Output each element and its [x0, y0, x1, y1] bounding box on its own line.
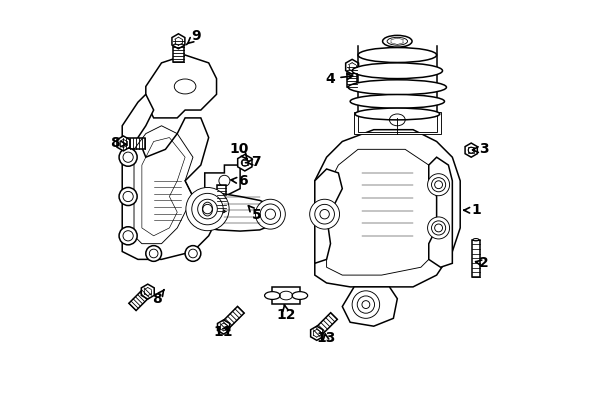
Ellipse shape	[382, 35, 412, 47]
Text: 9: 9	[187, 29, 201, 44]
Circle shape	[203, 204, 212, 214]
Circle shape	[119, 148, 137, 166]
Polygon shape	[122, 94, 224, 259]
Ellipse shape	[348, 80, 447, 95]
Polygon shape	[196, 191, 276, 231]
Polygon shape	[217, 185, 227, 211]
Circle shape	[431, 178, 445, 192]
Ellipse shape	[358, 48, 436, 62]
Circle shape	[219, 175, 230, 186]
Polygon shape	[173, 39, 184, 62]
Circle shape	[186, 187, 229, 231]
Polygon shape	[146, 55, 216, 118]
Ellipse shape	[175, 79, 196, 94]
Circle shape	[320, 209, 329, 219]
Text: 8: 8	[110, 136, 127, 151]
Text: 12: 12	[277, 305, 296, 322]
Text: 1: 1	[464, 203, 481, 217]
Polygon shape	[238, 154, 252, 171]
Text: 3: 3	[473, 142, 488, 156]
Polygon shape	[429, 157, 452, 267]
Circle shape	[185, 246, 201, 261]
Polygon shape	[472, 240, 480, 277]
Polygon shape	[129, 286, 153, 310]
Circle shape	[146, 246, 162, 261]
Circle shape	[315, 204, 335, 224]
Text: 11: 11	[214, 325, 233, 339]
Text: 4: 4	[325, 72, 353, 86]
Ellipse shape	[218, 210, 225, 213]
Circle shape	[119, 227, 137, 245]
Ellipse shape	[355, 108, 440, 120]
Polygon shape	[312, 313, 338, 338]
Polygon shape	[141, 284, 155, 299]
Circle shape	[431, 221, 445, 235]
Circle shape	[435, 224, 442, 232]
Circle shape	[310, 199, 339, 229]
Polygon shape	[219, 307, 244, 332]
Ellipse shape	[473, 239, 479, 241]
Circle shape	[357, 296, 375, 313]
Polygon shape	[315, 130, 460, 287]
Text: 5: 5	[248, 206, 262, 222]
Polygon shape	[315, 169, 342, 263]
Polygon shape	[347, 64, 357, 87]
Polygon shape	[465, 143, 478, 157]
Circle shape	[260, 204, 281, 224]
Circle shape	[428, 217, 450, 239]
Circle shape	[198, 199, 218, 219]
Ellipse shape	[352, 63, 442, 79]
Circle shape	[362, 301, 370, 309]
Ellipse shape	[292, 292, 308, 299]
Circle shape	[435, 181, 442, 189]
Ellipse shape	[265, 292, 280, 299]
Polygon shape	[205, 165, 240, 196]
Circle shape	[265, 209, 276, 219]
Circle shape	[119, 187, 137, 206]
Polygon shape	[311, 326, 323, 340]
Polygon shape	[218, 320, 230, 334]
Polygon shape	[117, 136, 130, 151]
Circle shape	[256, 199, 285, 229]
Text: 7: 7	[245, 155, 261, 169]
Polygon shape	[342, 287, 398, 326]
Polygon shape	[121, 138, 145, 149]
Polygon shape	[345, 59, 359, 74]
Text: 13: 13	[316, 331, 336, 345]
Polygon shape	[272, 287, 300, 304]
Polygon shape	[172, 34, 185, 49]
Text: 8: 8	[152, 290, 164, 307]
Text: 10: 10	[230, 142, 249, 160]
Polygon shape	[354, 112, 441, 134]
Text: 6: 6	[231, 174, 248, 188]
Circle shape	[352, 291, 379, 318]
Circle shape	[428, 174, 450, 196]
Ellipse shape	[350, 94, 444, 108]
Circle shape	[191, 193, 223, 225]
Text: 2: 2	[476, 256, 488, 270]
